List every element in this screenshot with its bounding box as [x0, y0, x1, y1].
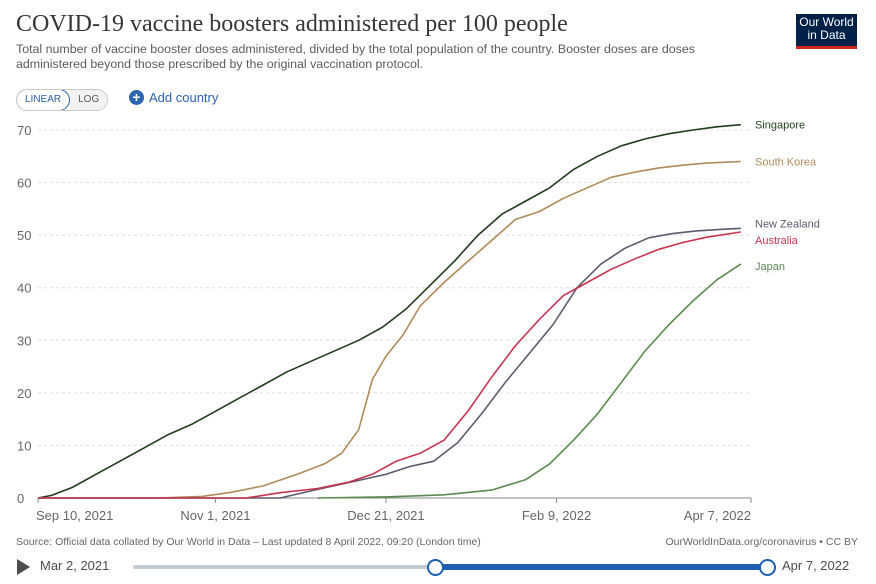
add-country-button[interactable]: + Add country	[129, 90, 218, 105]
plus-circle-icon: +	[129, 90, 144, 105]
owid-logo[interactable]: Our World in Data	[796, 14, 857, 49]
timeline-start-label: Mar 2, 2021	[40, 558, 110, 573]
log-scale-button[interactable]: LOG	[70, 90, 108, 110]
x-tick-label: Nov 1, 2021	[180, 508, 250, 523]
scale-toggle: LINEAR LOG	[16, 89, 109, 111]
series-label-new-zealand: New Zealand	[755, 218, 820, 230]
series-label-japan: Japan	[755, 261, 785, 273]
series-line-south-korea	[38, 160, 741, 499]
series-label-australia: Australia	[755, 235, 799, 247]
y-tick-label: 50	[17, 228, 31, 243]
series-line-japan	[317, 263, 742, 499]
x-tick-label: Feb 9, 2022	[522, 508, 591, 523]
x-tick-label: Sep 10, 2021	[36, 508, 113, 523]
timeline-selected-range[interactable]	[435, 564, 767, 570]
play-icon[interactable]	[17, 559, 30, 575]
series-label-south-korea: South Korea	[755, 157, 817, 169]
y-tick-label: 30	[17, 333, 31, 348]
x-tick-label: Dec 21, 2021	[347, 508, 424, 523]
x-tick-label: Apr 7, 2022	[684, 508, 751, 523]
timeline-start-handle[interactable]	[427, 559, 444, 576]
y-tick-label: 0	[17, 491, 24, 506]
series-label-singapore: Singapore	[755, 120, 805, 132]
y-tick-label: 20	[17, 386, 31, 401]
series-line-singapore	[37, 123, 741, 499]
series-line-australia	[38, 231, 741, 499]
timeline: Mar 2, 2021 Apr 7, 2022	[0, 553, 876, 581]
logo-line-2: in Data	[807, 28, 846, 42]
timeline-end-handle[interactable]	[759, 559, 776, 576]
y-tick-label: 60	[17, 176, 31, 191]
linear-scale-button[interactable]: LINEAR	[17, 90, 71, 110]
chart-subtitle: Total number of vaccine booster doses ad…	[16, 42, 695, 71]
timeline-end-label: Apr 7, 2022	[782, 558, 850, 573]
add-country-label: Add country	[149, 90, 219, 105]
logo-line-1: Our World	[799, 15, 854, 29]
source-note: Source: Official data collated by Our Wo…	[16, 536, 481, 548]
credit-link[interactable]: OurWorldInData.org/coronavirus • CC BY	[665, 536, 858, 548]
y-tick-label: 70	[17, 123, 31, 138]
y-tick-label: 40	[17, 281, 31, 296]
chart-title: COVID-19 vaccine boosters administered p…	[16, 11, 568, 37]
line-chart: 0 10 20 30 40 50 60 70 Sep 10, 2021 Nov 1, 2021 De…	[17, 120, 820, 523]
y-tick-label: 10	[17, 438, 31, 453]
